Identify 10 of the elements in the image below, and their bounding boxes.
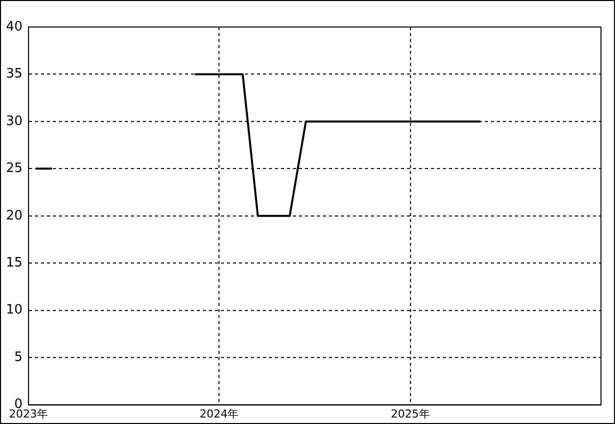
y-tick-label: 40 — [6, 19, 23, 34]
y-tick-label: 30 — [6, 114, 23, 129]
y-tick-label: 20 — [6, 208, 23, 224]
x-tick-label: 2025年 — [390, 407, 430, 420]
y-tick-label: 25 — [6, 161, 23, 176]
y-tick-label: 10 — [6, 302, 23, 318]
y-tick-label: 5 — [14, 350, 23, 365]
y-tick-label: 15 — [6, 256, 23, 270]
y-tick-label: 35 — [6, 66, 23, 82]
x-tick-label: 2024年 — [200, 407, 239, 420]
